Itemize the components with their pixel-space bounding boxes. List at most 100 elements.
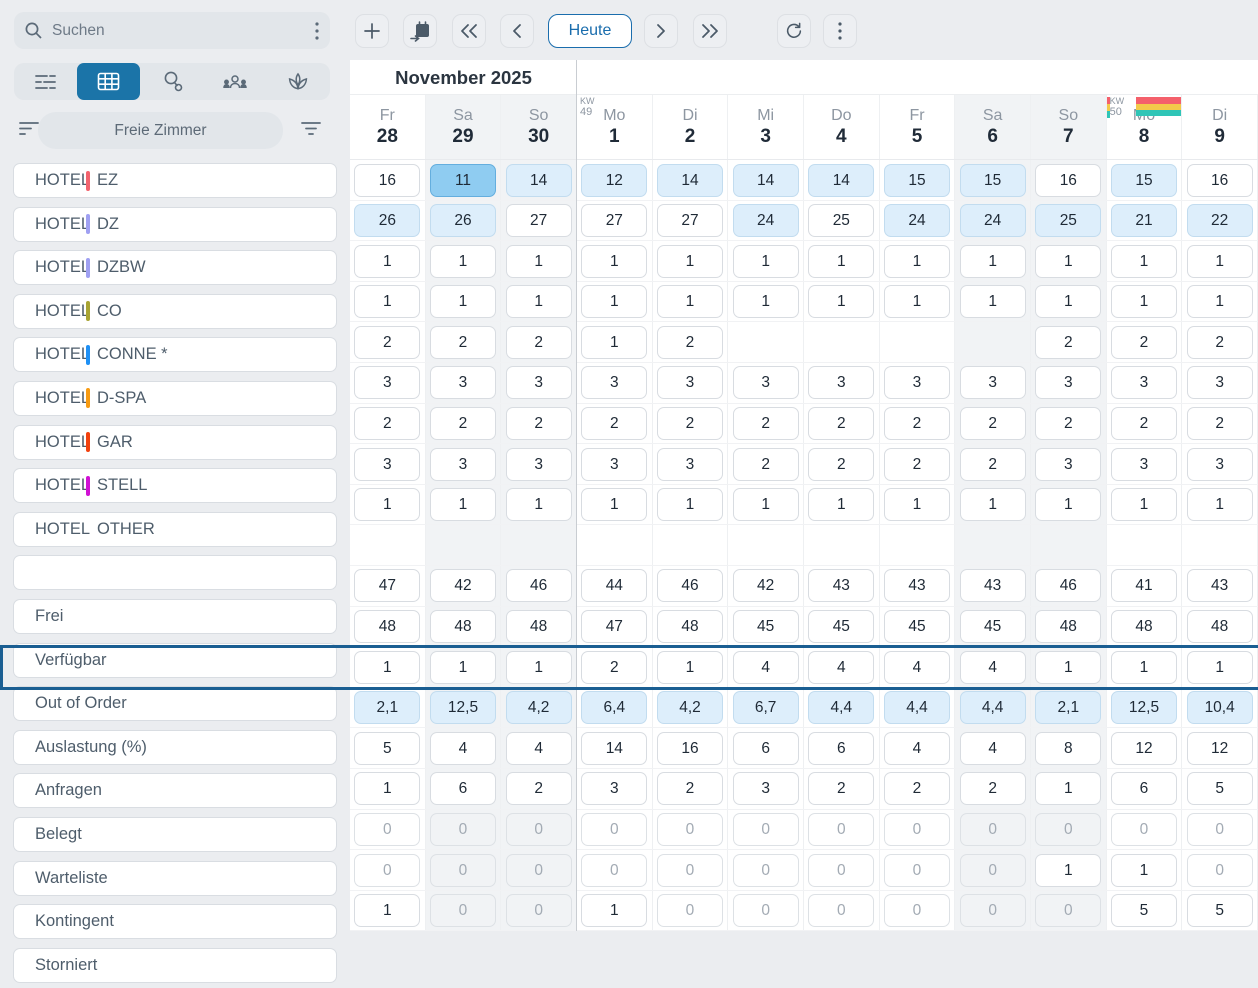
room-type-row[interactable]: HOTEL EZ: [13, 163, 337, 198]
availability-value[interactable]: 45: [808, 610, 875, 644]
grid-cell[interactable]: 0: [501, 850, 577, 890]
grid-cell[interactable]: 0: [804, 890, 880, 931]
tab-spa[interactable]: [267, 63, 330, 100]
grid-cell[interactable]: 1: [350, 890, 426, 931]
availability-value[interactable]: 0: [429, 853, 496, 887]
availability-value[interactable]: 1: [959, 285, 1026, 319]
grid-cell[interactable]: 15: [880, 160, 956, 200]
availability-value[interactable]: 22: [1186, 204, 1253, 238]
grid-cell[interactable]: 14: [577, 728, 653, 768]
availability-value[interactable]: 2: [959, 407, 1026, 441]
availability-value[interactable]: 0: [1035, 894, 1102, 928]
grid-cell[interactable]: 4,4: [804, 687, 880, 728]
availability-value[interactable]: 0: [505, 894, 572, 928]
availability-value[interactable]: 1: [581, 244, 648, 278]
availability-value[interactable]: 2: [505, 772, 572, 806]
grid-cell[interactable]: 6,4: [577, 687, 653, 728]
grid-cell[interactable]: 1: [880, 241, 956, 281]
grid-cell[interactable]: 0: [653, 809, 729, 850]
availability-value[interactable]: 1: [354, 244, 421, 278]
availability-value[interactable]: 1: [581, 488, 648, 522]
availability-value[interactable]: 2: [429, 325, 496, 359]
availability-value[interactable]: 0: [656, 813, 723, 846]
grid-cell[interactable]: 0: [1030, 890, 1107, 931]
availability-value[interactable]: 14: [732, 163, 799, 197]
availability-value[interactable]: 1: [1110, 650, 1177, 684]
grid-cell[interactable]: [425, 525, 502, 565]
availability-value[interactable]: 1: [354, 772, 421, 806]
grid-cell[interactable]: 2: [350, 322, 426, 362]
availability-value[interactable]: 5: [1186, 772, 1253, 806]
availability-value[interactable]: 45: [959, 610, 1026, 644]
availability-value[interactable]: 16: [1035, 163, 1102, 197]
grid-cell[interactable]: 1: [350, 281, 426, 322]
grid-cell[interactable]: 0: [728, 890, 804, 931]
availability-value[interactable]: 4: [732, 650, 799, 684]
availability-value[interactable]: 3: [959, 366, 1026, 400]
availability-value[interactable]: 3: [732, 366, 799, 400]
grid-cell[interactable]: 1: [955, 281, 1031, 322]
grid-cell[interactable]: 1: [1107, 241, 1183, 281]
grid-cell[interactable]: [955, 322, 1031, 362]
availability-value[interactable]: 1: [505, 285, 572, 319]
availability-value[interactable]: 0: [354, 813, 421, 846]
grid-cell[interactable]: 2: [955, 403, 1031, 444]
grid-cell[interactable]: 1: [880, 484, 956, 525]
grid-cell[interactable]: 6: [728, 728, 804, 768]
grid-cell[interactable]: 0: [425, 850, 502, 890]
availability-value[interactable]: 0: [883, 894, 950, 928]
availability-value[interactable]: 0: [429, 894, 496, 928]
grid-cell[interactable]: 1: [425, 484, 502, 525]
grid-cell[interactable]: 48: [1030, 606, 1107, 647]
availability-value[interactable]: 1: [429, 650, 496, 684]
grid-cell[interactable]: 3: [1182, 362, 1258, 403]
availability-value[interactable]: 26: [429, 204, 496, 238]
grid-cell[interactable]: 46: [653, 565, 729, 606]
grid-cell[interactable]: 2: [425, 322, 502, 362]
availability-value[interactable]: 27: [656, 204, 723, 238]
availability-value[interactable]: 0: [883, 853, 950, 887]
grid-cell[interactable]: [1030, 525, 1107, 565]
availability-value[interactable]: 24: [883, 204, 950, 238]
availability-value[interactable]: 4,2: [656, 691, 723, 725]
availability-value[interactable]: 48: [354, 610, 421, 644]
grid-cell[interactable]: 1: [577, 890, 653, 931]
fast-forward-button[interactable]: [693, 14, 727, 48]
grid-cell[interactable]: 2: [1107, 403, 1183, 444]
grid-cell[interactable]: 48: [1107, 606, 1183, 647]
grid-cell[interactable]: 4,4: [955, 687, 1031, 728]
grid-cell[interactable]: 21: [1107, 200, 1183, 241]
availability-value[interactable]: 6: [429, 772, 496, 806]
grid-cell[interactable]: 1: [1030, 484, 1107, 525]
availability-value[interactable]: 16: [1186, 163, 1253, 197]
availability-value[interactable]: 0: [505, 853, 572, 887]
availability-value[interactable]: 2: [354, 407, 421, 441]
availability-value[interactable]: 4,4: [808, 691, 875, 725]
room-filter-select[interactable]: Freie Zimmer: [38, 112, 283, 149]
grid-cell[interactable]: 3: [728, 362, 804, 403]
grid-cell[interactable]: 0: [955, 890, 1031, 931]
grid-cell[interactable]: 3: [501, 362, 577, 403]
availability-value[interactable]: 1: [1035, 244, 1102, 278]
grid-cell[interactable]: 1: [1030, 281, 1107, 322]
grid-cell[interactable]: 2: [653, 403, 729, 444]
grid-cell[interactable]: 0: [880, 850, 956, 890]
availability-value[interactable]: 1: [354, 894, 421, 928]
availability-value[interactable]: 12,5: [429, 691, 496, 725]
grid-cell[interactable]: 1: [350, 647, 426, 687]
availability-value[interactable]: 6: [732, 731, 799, 765]
grid-cell[interactable]: 1: [653, 281, 729, 322]
availability-value[interactable]: 1: [656, 488, 723, 522]
grid-cell[interactable]: 1: [1182, 647, 1258, 687]
grid-cell[interactable]: 0: [425, 890, 502, 931]
grid-cell[interactable]: 1: [728, 484, 804, 525]
availability-value[interactable]: 0: [959, 894, 1026, 928]
grid-cell[interactable]: 2: [955, 444, 1031, 484]
availability-value[interactable]: 0: [429, 813, 496, 846]
grid-cell[interactable]: [804, 322, 880, 362]
grid-cell[interactable]: 2: [501, 403, 577, 444]
availability-value[interactable]: 1: [429, 285, 496, 319]
search-input[interactable]: Suchen: [14, 12, 330, 49]
availability-value[interactable]: 4: [505, 731, 572, 765]
availability-value[interactable]: 2: [883, 407, 950, 441]
